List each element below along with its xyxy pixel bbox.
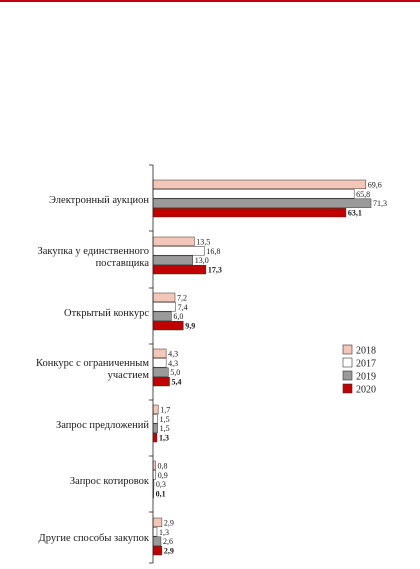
category-label-3-line-0: Конкурс с ограниченным (36, 358, 149, 369)
bar-2019-2 (152, 311, 172, 321)
bar-2018-4 (152, 404, 159, 415)
value-label-2020-6: 2,9 (164, 547, 174, 556)
value-label-2017-0: 65,8 (356, 190, 370, 199)
value-label-2020-2: 9,9 (185, 322, 195, 331)
bar-2019-0 (152, 198, 372, 208)
bar-2018-1 (152, 236, 195, 247)
bar-2017-1 (152, 246, 205, 256)
bar-2020-6 (152, 545, 163, 556)
value-label-2018-6: 2,9 (164, 518, 174, 527)
value-label-2018-4: 1,7 (160, 405, 170, 414)
legend-swatch-2018 (342, 344, 353, 355)
bar-2017-2 (152, 302, 176, 312)
value-label-2017-5: 0,9 (158, 471, 168, 480)
bar-2019-1 (152, 255, 193, 265)
bar-2019-6 (152, 536, 162, 546)
value-label-2017-2: 7,4 (178, 303, 188, 312)
value-label-2018-0: 69,6 (368, 180, 382, 189)
bar-2017-3 (152, 358, 167, 368)
bar-2018-6 (152, 517, 163, 528)
value-label-2019-2: 6,0 (173, 312, 183, 321)
bar-2018-3 (152, 348, 167, 359)
value-label-2018-5: 0,8 (157, 461, 167, 470)
bar-2017-6 (152, 527, 158, 537)
value-label-2020-0: 63,1 (348, 209, 362, 218)
value-label-2019-0: 71,3 (373, 199, 387, 208)
category-label-1-line-0: Закупка у единственного (37, 246, 149, 257)
value-label-2020-1: 17,3 (208, 266, 222, 275)
bar-2017-4 (152, 414, 158, 424)
bar-2020-4 (152, 432, 158, 443)
bar-2017-5 (152, 470, 157, 480)
value-label-2019-6: 2,6 (163, 537, 173, 546)
value-label-2020-5: 0,1 (156, 490, 166, 499)
bar-2018-0 (152, 179, 367, 190)
legend-swatch-2017 (342, 357, 353, 368)
bar-2017-0 (152, 189, 355, 199)
legend-label-2020: 2020 (356, 385, 376, 396)
value-label-2018-2: 7,2 (177, 293, 187, 302)
value-label-2018-3: 4,3 (168, 349, 178, 358)
category-label-3-line-1: участием (108, 370, 150, 381)
category-label-5: Запрос котировок (70, 476, 150, 487)
value-label-2020-4: 1,3 (159, 434, 169, 443)
value-label-2020-3: 5,4 (172, 378, 182, 387)
value-label-2017-4: 1,5 (160, 415, 170, 424)
value-label-2019-4: 1,5 (160, 424, 170, 433)
bar-2019-3 (152, 367, 169, 377)
bar-2018-2 (152, 292, 176, 303)
value-label-2017-1: 16,8 (206, 247, 220, 256)
bar-2019-4 (152, 423, 158, 433)
legend-swatch-2019 (342, 370, 353, 381)
value-label-2019-5: 0,3 (156, 480, 166, 489)
value-label-2017-6: 1,3 (159, 528, 169, 537)
category-label-1-line-1: поставщика (96, 258, 150, 269)
value-label-2018-1: 13,5 (196, 237, 210, 246)
category-label-4: Запрос предложений (56, 420, 149, 431)
value-label-2017-3: 4,3 (168, 359, 178, 368)
category-label-0: Электронный аукцион (49, 195, 149, 206)
top-rule (0, 0, 420, 2)
category-label-6: Другие способы закупок (39, 533, 150, 544)
bar-2020-3 (152, 376, 170, 387)
legend-label-2019: 2019 (356, 372, 376, 383)
legend-swatch-2020 (342, 383, 353, 394)
legend-label-2018: 2018 (356, 346, 376, 357)
bar-2020-2 (152, 320, 184, 331)
value-label-2019-3: 5,0 (170, 368, 180, 377)
bar-2020-0 (152, 207, 347, 218)
value-label-2019-1: 13,0 (195, 256, 209, 265)
category-label-2: Открытый конкурс (64, 308, 149, 319)
legend-label-2017: 2017 (356, 359, 376, 370)
bar-2020-1 (152, 264, 207, 275)
